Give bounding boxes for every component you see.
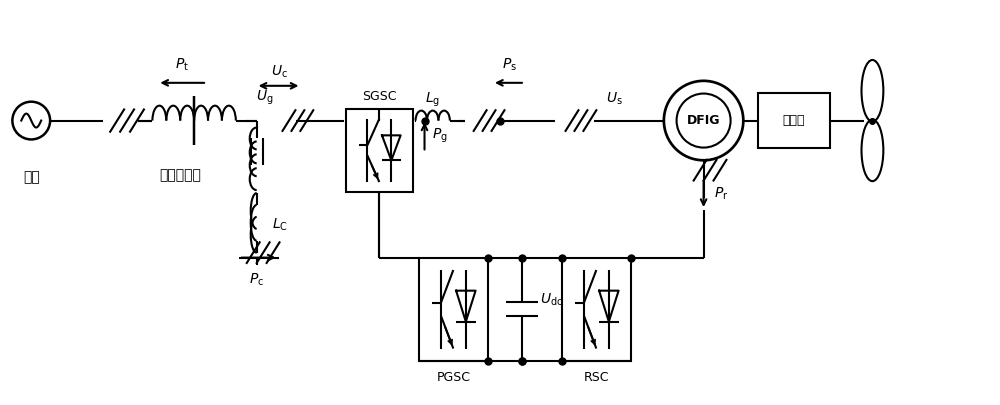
Text: $U_{\mathrm{g}}$: $U_{\mathrm{g}}$ xyxy=(256,88,273,107)
Text: $P_{\mathrm{r}}$: $P_{\mathrm{r}}$ xyxy=(714,186,728,202)
Text: 升压变压器: 升压变压器 xyxy=(159,168,201,182)
Text: $P_{\mathrm{c}}$: $P_{\mathrm{c}}$ xyxy=(249,271,264,288)
Bar xyxy=(562,258,631,361)
Text: $U_{\mathrm{s}}$: $U_{\mathrm{s}}$ xyxy=(606,90,623,107)
Bar xyxy=(346,109,413,192)
Text: RSC: RSC xyxy=(584,371,609,384)
Bar xyxy=(758,93,830,148)
Bar xyxy=(419,258,488,361)
Text: $L_{\mathrm{C}}$: $L_{\mathrm{C}}$ xyxy=(272,217,288,233)
Text: SGSC: SGSC xyxy=(362,90,397,103)
Text: $P_{\mathrm{g}}$: $P_{\mathrm{g}}$ xyxy=(432,126,448,145)
Text: $P_{\mathrm{t}}$: $P_{\mathrm{t}}$ xyxy=(175,56,189,73)
Text: DFIG: DFIG xyxy=(687,114,720,127)
Text: $U_{\mathrm{c}}$: $U_{\mathrm{c}}$ xyxy=(271,64,287,80)
Text: 电网: 电网 xyxy=(23,170,40,184)
Text: $P_{\mathrm{s}}$: $P_{\mathrm{s}}$ xyxy=(502,56,517,73)
Text: 齿轮笱: 齿轮笱 xyxy=(783,114,805,127)
Text: PGSC: PGSC xyxy=(436,371,470,384)
Text: $L_{\mathrm{g}}$: $L_{\mathrm{g}}$ xyxy=(425,90,440,109)
Text: $U_{\mathrm{dc}}$: $U_{\mathrm{dc}}$ xyxy=(540,291,563,307)
